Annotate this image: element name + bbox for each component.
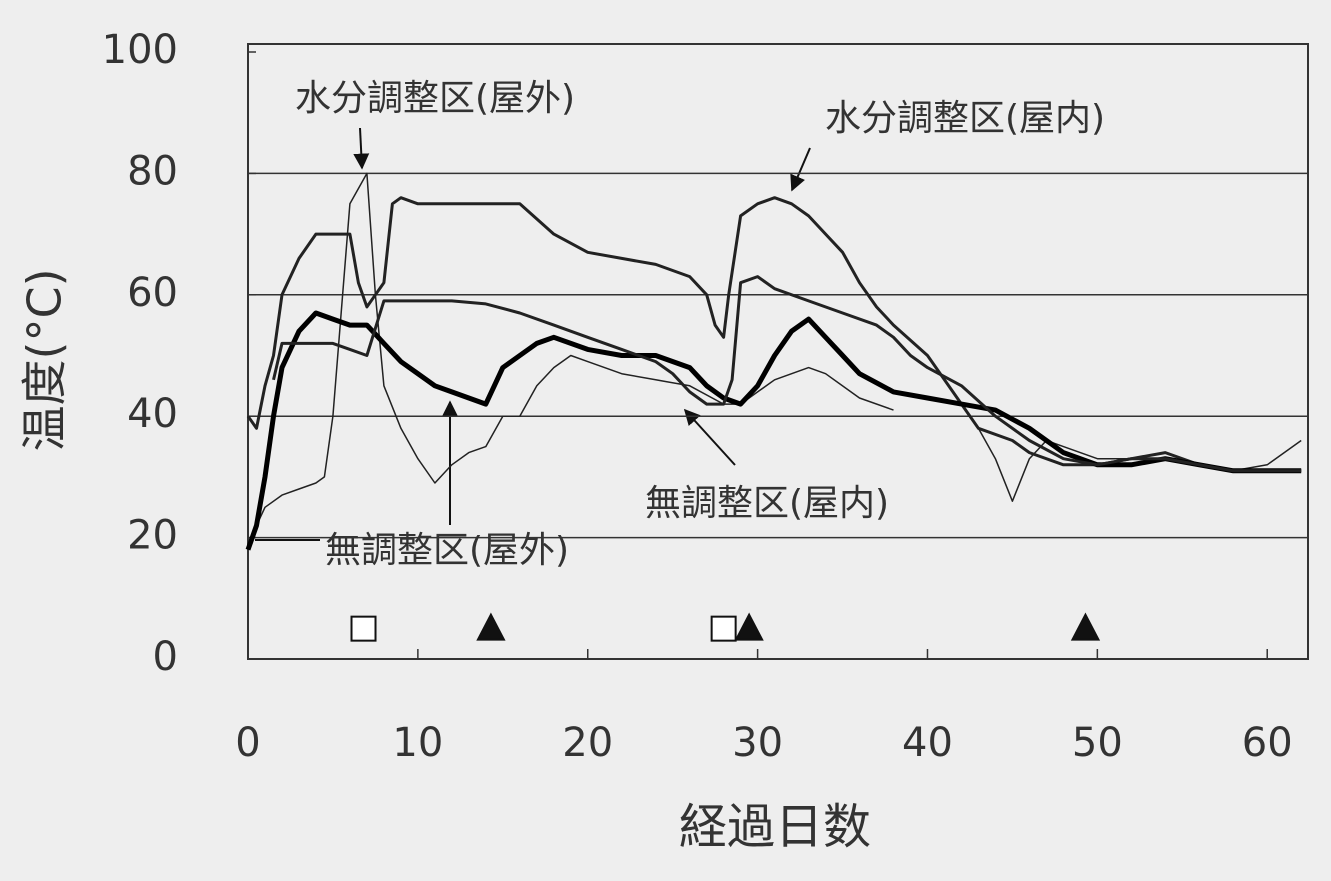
x-tick-label: 30 bbox=[732, 720, 783, 766]
event-marker bbox=[1070, 612, 1101, 641]
series-annotation: 水分調整区(屋内) bbox=[825, 98, 1105, 139]
y-tick-label: 40 bbox=[127, 391, 178, 437]
event-marker bbox=[734, 612, 764, 641]
series-annotation: 水分調整区(屋外) bbox=[295, 78, 575, 119]
series-line bbox=[272, 275, 1302, 473]
y-tick-label: 20 bbox=[127, 513, 178, 559]
series-line bbox=[246, 196, 1302, 473]
y-tick-label: 60 bbox=[127, 270, 178, 316]
series-annotation: 無調整区(屋内) bbox=[645, 483, 889, 524]
series-line bbox=[245, 310, 1302, 551]
x-axis-label: 経過日数 bbox=[679, 799, 871, 855]
event-marker bbox=[476, 612, 506, 641]
event-marker bbox=[710, 615, 737, 642]
event-marker bbox=[350, 615, 377, 642]
x-tick-label: 10 bbox=[392, 720, 443, 766]
x-tick-label: 0 bbox=[235, 720, 260, 766]
x-tick-label: 20 bbox=[562, 720, 613, 766]
x-tick-label: 60 bbox=[1242, 720, 1293, 766]
y-tick-label: 100 bbox=[102, 27, 178, 73]
y-tick-label: 80 bbox=[127, 148, 178, 194]
x-tick-label: 40 bbox=[902, 720, 953, 766]
y-axis-label: 温度(°C) bbox=[18, 268, 72, 451]
annotation-arrows bbox=[255, 127, 811, 541]
x-tick-label: 50 bbox=[1072, 720, 1123, 766]
series-annotation: 無調整区(屋外) bbox=[325, 530, 569, 571]
y-tick-label: 0 bbox=[153, 634, 178, 680]
plot-frame bbox=[247, 43, 1309, 660]
